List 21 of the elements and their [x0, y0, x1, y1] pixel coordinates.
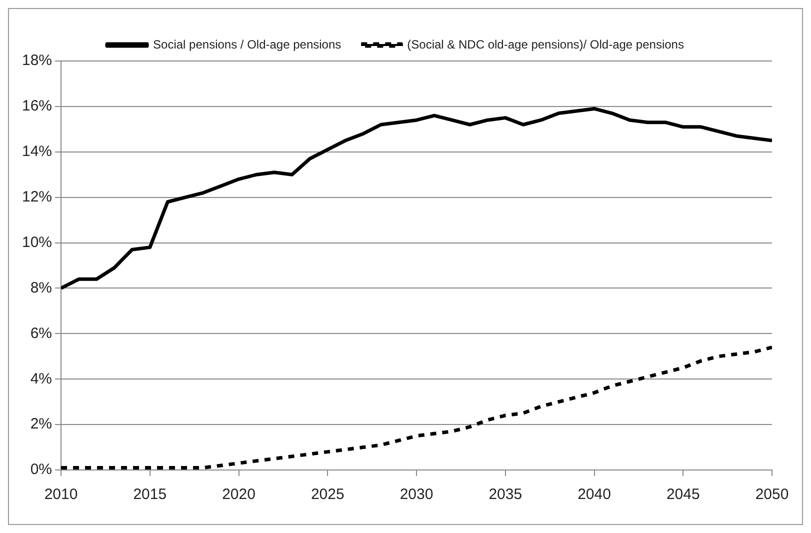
x-tick-label: 2035 — [488, 486, 522, 504]
y-tick-label: 18% — [22, 52, 52, 70]
y-tick-label: 0% — [30, 461, 52, 478]
y-tick-label: 6% — [30, 324, 52, 342]
x-tick-label: 2025 — [310, 486, 344, 504]
x-tick-label: 2010 — [44, 486, 78, 504]
legend-label: Social pensions / Old-age pensions — [153, 37, 342, 52]
x-tick-label: 2040 — [578, 486, 611, 504]
legend-label: (Social & NDC old-age pensions)/ Old-age pensions — [407, 37, 684, 52]
y-tick-label: 2% — [30, 416, 52, 433]
y-tick-label: 12% — [22, 188, 52, 206]
y-tick-label: 8% — [30, 279, 52, 296]
x-tick-label: 2045 — [666, 486, 700, 504]
y-tick-label: 4% — [30, 370, 52, 388]
x-tick-label: 2015 — [133, 486, 167, 504]
y-tick-label: 14% — [22, 143, 52, 160]
x-tick-label: 2050 — [755, 486, 789, 504]
x-tick-label: 2030 — [400, 486, 434, 504]
y-tick-label: 16% — [22, 98, 52, 115]
y-tick-label: 10% — [22, 234, 52, 251]
x-tick-label: 2020 — [222, 486, 256, 504]
